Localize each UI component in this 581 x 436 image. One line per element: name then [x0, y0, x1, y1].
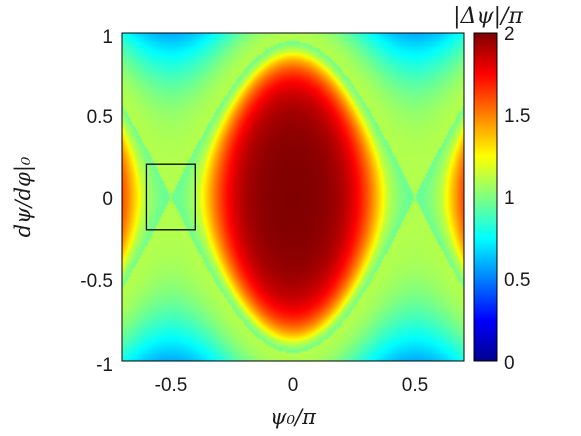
y-axis: 1 0.5 0 -0.5 -1 [80, 27, 113, 376]
y-tick-label: 1 [102, 27, 113, 48]
colorbar-tick-label: 1 [504, 188, 515, 209]
colorbar-tick-label: 2 [504, 24, 515, 45]
y-tick-label: 0.5 [87, 107, 113, 128]
colorbar-tick-label: 0 [504, 353, 515, 374]
y-axis-label: dψ/dφ|₀ [11, 156, 36, 237]
y-tick-label: 0 [102, 189, 113, 210]
x-tick-label: -0.5 [155, 375, 188, 396]
colorbar-tick-label: 1.5 [504, 106, 530, 127]
colorbar-label: |Δψ|/π [453, 4, 523, 29]
heatmap-image [122, 33, 464, 361]
y-tick-label: -1 [96, 355, 113, 376]
x-tick-label: 0 [288, 375, 299, 396]
y-tick-label: -0.5 [80, 271, 113, 292]
colorbar-ticks: 2 1.5 1 0.5 0 [504, 24, 530, 374]
x-tick-label: 0.5 [402, 375, 428, 396]
colorbar-tick-label: 0.5 [504, 270, 530, 291]
plot-frame [121, 32, 465, 362]
colorbar [473, 32, 498, 362]
x-axis: -0.5 0 0.5 [155, 375, 429, 396]
x-axis-label: ψ₀/π [270, 405, 317, 429]
highlight-box [145, 163, 196, 231]
